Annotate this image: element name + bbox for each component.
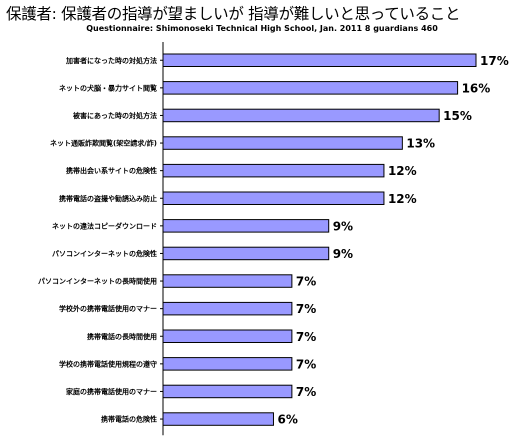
data-label: 7% bbox=[296, 330, 316, 344]
data-label: 9% bbox=[333, 219, 353, 233]
category-label: 携帯出会い系サイトの危険性 bbox=[66, 166, 157, 175]
category-label: 携帯電話の盗撮や勧誘込み防止 bbox=[59, 194, 157, 203]
bar bbox=[162, 219, 330, 233]
category-label: 携帯電話の長時間使用 bbox=[87, 332, 157, 341]
data-label: 12% bbox=[388, 164, 417, 178]
data-label: 12% bbox=[388, 192, 417, 206]
bar bbox=[162, 412, 274, 426]
bar bbox=[162, 108, 440, 123]
page-title: 保護者: 保護者の指導が望ましいが 指導が難しいと思っていること bbox=[6, 5, 461, 23]
category-label: ネット通販詐欺閲覧(架空請求/詐) bbox=[50, 139, 157, 148]
data-label: 13% bbox=[406, 137, 435, 151]
bar bbox=[162, 301, 293, 316]
category-label: ネットの違法コピーダウンロード bbox=[52, 221, 157, 230]
category-label: 学校外の携帯電話使用のマナー bbox=[59, 304, 157, 313]
category-label: 学校の携帯電話使用規程の遵守 bbox=[59, 359, 157, 368]
data-label: 9% bbox=[333, 247, 353, 261]
bar bbox=[162, 384, 293, 399]
category-label: パソコンインターネットの長時間使用 bbox=[38, 277, 157, 286]
bar bbox=[162, 136, 403, 150]
chart-subtitle: Questionnaire: Shimonoseki Technical Hig… bbox=[86, 24, 438, 33]
data-label: 7% bbox=[296, 302, 316, 316]
category-label: 加害者になった時の対処方法 bbox=[65, 56, 157, 65]
bar bbox=[162, 357, 293, 371]
category-label: 携帯電話の危険性 bbox=[101, 415, 157, 424]
data-label: 15% bbox=[443, 109, 472, 123]
bar bbox=[162, 163, 385, 178]
data-label: 7% bbox=[296, 357, 316, 371]
bar bbox=[162, 81, 459, 95]
category-label: 家庭の携帯電話使用のマナー bbox=[66, 387, 157, 396]
bar bbox=[162, 53, 477, 67]
bar bbox=[162, 329, 293, 343]
category-label: 被害にあった時の対処方法 bbox=[73, 111, 157, 120]
data-label: 17% bbox=[480, 54, 509, 68]
data-label: 6% bbox=[277, 413, 297, 427]
category-label: ネットの犬脳・暴力サイト閲覧 bbox=[59, 83, 157, 92]
bar bbox=[162, 274, 293, 288]
data-label: 7% bbox=[296, 385, 316, 399]
category-label: パソコンインターネットの危険性 bbox=[52, 249, 157, 258]
data-label: 16% bbox=[462, 81, 491, 95]
bar bbox=[162, 246, 330, 261]
data-label: 7% bbox=[296, 275, 316, 289]
bar bbox=[162, 191, 385, 205]
